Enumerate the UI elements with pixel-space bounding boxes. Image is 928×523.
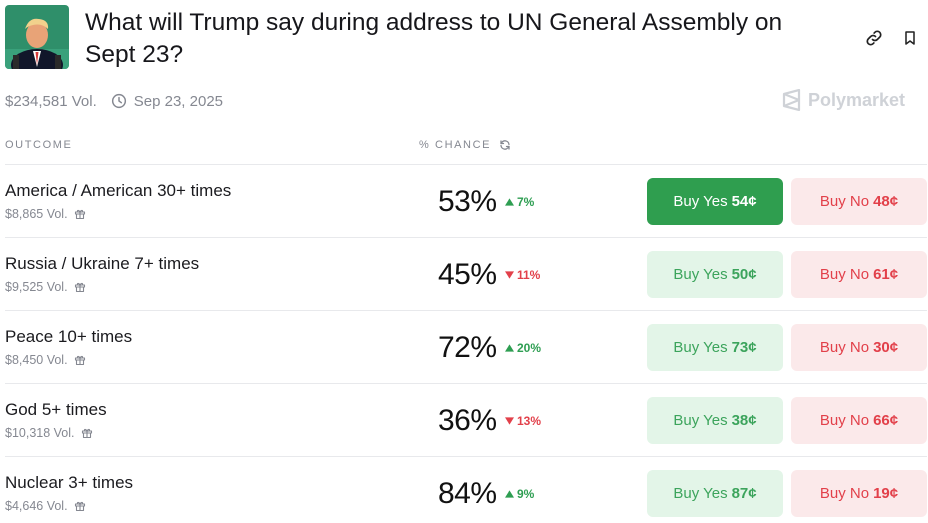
polymarket-logo-icon: [782, 89, 801, 111]
buy-no-button[interactable]: Buy No 48¢: [791, 178, 927, 225]
buy-no-price: 19¢: [873, 485, 899, 502]
triangle-up-icon: [505, 198, 514, 206]
buy-no-button[interactable]: Buy No 61¢: [791, 251, 927, 298]
triangle-up-icon: [505, 490, 514, 498]
outcome-row[interactable]: Nuclear 3+ times $4,646 Vol. 84% 9% Buy …: [5, 456, 927, 523]
bookmark-button[interactable]: [899, 27, 921, 49]
outcome-change: 13%: [505, 414, 541, 428]
outcome-change-value: 11%: [517, 268, 541, 282]
buy-yes-price: 87¢: [731, 485, 757, 502]
buy-yes-button[interactable]: Buy Yes 38¢: [647, 397, 783, 444]
outcome-volume-text: $8,450 Vol.: [5, 353, 68, 367]
buy-no-label: Buy No: [819, 485, 870, 502]
link-icon: [866, 30, 882, 46]
outcome-volume: $9,525 Vol.: [5, 280, 86, 294]
outcome-volume-text: $9,525 Vol.: [5, 280, 68, 294]
outcome-volume-text: $10,318 Vol.: [5, 426, 75, 440]
triangle-up-icon: [505, 344, 514, 352]
outcome-chance: 53%: [438, 185, 497, 218]
buy-no-label: Buy No: [819, 193, 870, 210]
outcome-chance: 36%: [438, 404, 497, 437]
buy-yes-label: Buy Yes: [673, 339, 728, 356]
buy-no-label: Buy No: [819, 339, 870, 356]
buy-yes-price: 50¢: [731, 266, 757, 283]
outcome-change-value: 7%: [517, 195, 535, 209]
market-meta: $234,581 Vol. Sep 23, 2025: [5, 90, 223, 112]
outcome-volume: $10,318 Vol.: [5, 426, 93, 440]
buy-no-label: Buy No: [819, 412, 870, 429]
outcome-row[interactable]: God 5+ times $10,318 Vol. 36% 13% Buy Ye…: [5, 383, 927, 456]
refresh-icon[interactable]: [499, 139, 511, 151]
buy-yes-label: Buy Yes: [673, 412, 728, 429]
outcome-change: 7%: [505, 195, 534, 209]
bookmark-icon: [905, 31, 915, 45]
buy-yes-label: Buy Yes: [673, 485, 728, 502]
market-volume: $234,581 Vol.: [5, 92, 97, 110]
outcome-name: Nuclear 3+ times: [5, 473, 134, 492]
outcome-name: Russia / Ukraine 7+ times: [5, 254, 200, 273]
gift-icon[interactable]: [74, 500, 86, 512]
outcome-change: 20%: [505, 341, 541, 355]
outcome-change-value: 9%: [517, 487, 535, 501]
outcome-row[interactable]: America / American 30+ times $8,865 Vol.…: [5, 164, 927, 237]
buy-no-button[interactable]: Buy No 66¢: [791, 397, 927, 444]
outcome-row[interactable]: Russia / Ukraine 7+ times $9,525 Vol. 45…: [5, 237, 927, 310]
triangle-down-icon: [505, 271, 514, 279]
brand-name: Polymarket: [808, 89, 906, 110]
outcome-volume-text: $8,865 Vol.: [5, 207, 68, 221]
outcomes-list: America / American 30+ times $8,865 Vol.…: [5, 164, 927, 523]
buy-no-price: 48¢: [873, 193, 899, 210]
outcome-change: 11%: [505, 268, 540, 282]
chance-column-label: % CHANCE: [419, 139, 492, 151]
gift-icon[interactable]: [74, 208, 86, 220]
outcome-volume-text: $4,646 Vol.: [5, 499, 68, 513]
outcome-volume: $8,865 Vol.: [5, 207, 86, 221]
buy-no-price: 61¢: [873, 266, 899, 283]
clock-icon: [111, 93, 127, 109]
copy-link-button[interactable]: [863, 27, 885, 49]
triangle-down-icon: [505, 417, 514, 425]
buy-yes-button[interactable]: Buy Yes 73¢: [647, 324, 783, 371]
market-header: What will Trump say during address to UN…: [5, 5, 923, 71]
market-date: Sep 23, 2025: [133, 92, 224, 110]
chance-column-header: % CHANCE: [419, 139, 511, 151]
buy-no-label: Buy No: [819, 266, 870, 283]
buy-yes-label: Buy Yes: [673, 266, 728, 283]
outcome-change: 9%: [505, 487, 534, 501]
buy-yes-price: 73¢: [731, 339, 757, 356]
buy-yes-price: 38¢: [731, 412, 757, 429]
outcome-chance: 84%: [438, 477, 497, 510]
gift-icon[interactable]: [74, 354, 86, 366]
buy-no-price: 30¢: [873, 339, 899, 356]
buy-yes-label: Buy Yes: [673, 193, 728, 210]
market-thumbnail: [5, 5, 69, 69]
polymarket-logo: Polymarket: [782, 89, 905, 111]
outcome-chance: 72%: [438, 331, 497, 364]
buy-yes-button[interactable]: Buy Yes 50¢: [647, 251, 783, 298]
buy-yes-button[interactable]: Buy Yes 87¢: [647, 470, 783, 517]
market-title: What will Trump say during address to UN…: [85, 9, 783, 68]
buy-no-button[interactable]: Buy No 19¢: [791, 470, 927, 517]
outcome-column-header: OUTCOME: [5, 139, 73, 151]
outcome-chance: 45%: [438, 258, 497, 291]
gift-icon[interactable]: [74, 281, 86, 293]
outcome-row[interactable]: Peace 10+ times $8,450 Vol. 72% 20% Buy …: [5, 310, 927, 383]
buy-yes-price: 54¢: [731, 193, 757, 210]
buy-no-price: 66¢: [873, 412, 899, 429]
buy-yes-button[interactable]: Buy Yes 54¢: [647, 178, 783, 225]
outcome-change-value: 13%: [517, 414, 542, 428]
outcome-name: Peace 10+ times: [5, 327, 133, 346]
outcome-change-value: 20%: [517, 341, 542, 355]
buy-no-button[interactable]: Buy No 30¢: [791, 324, 927, 371]
outcome-volume: $4,646 Vol.: [5, 499, 86, 513]
gift-icon[interactable]: [81, 427, 93, 439]
outcome-volume: $8,450 Vol.: [5, 353, 86, 367]
outcome-name: God 5+ times: [5, 400, 107, 419]
outcome-name: America / American 30+ times: [5, 181, 232, 200]
